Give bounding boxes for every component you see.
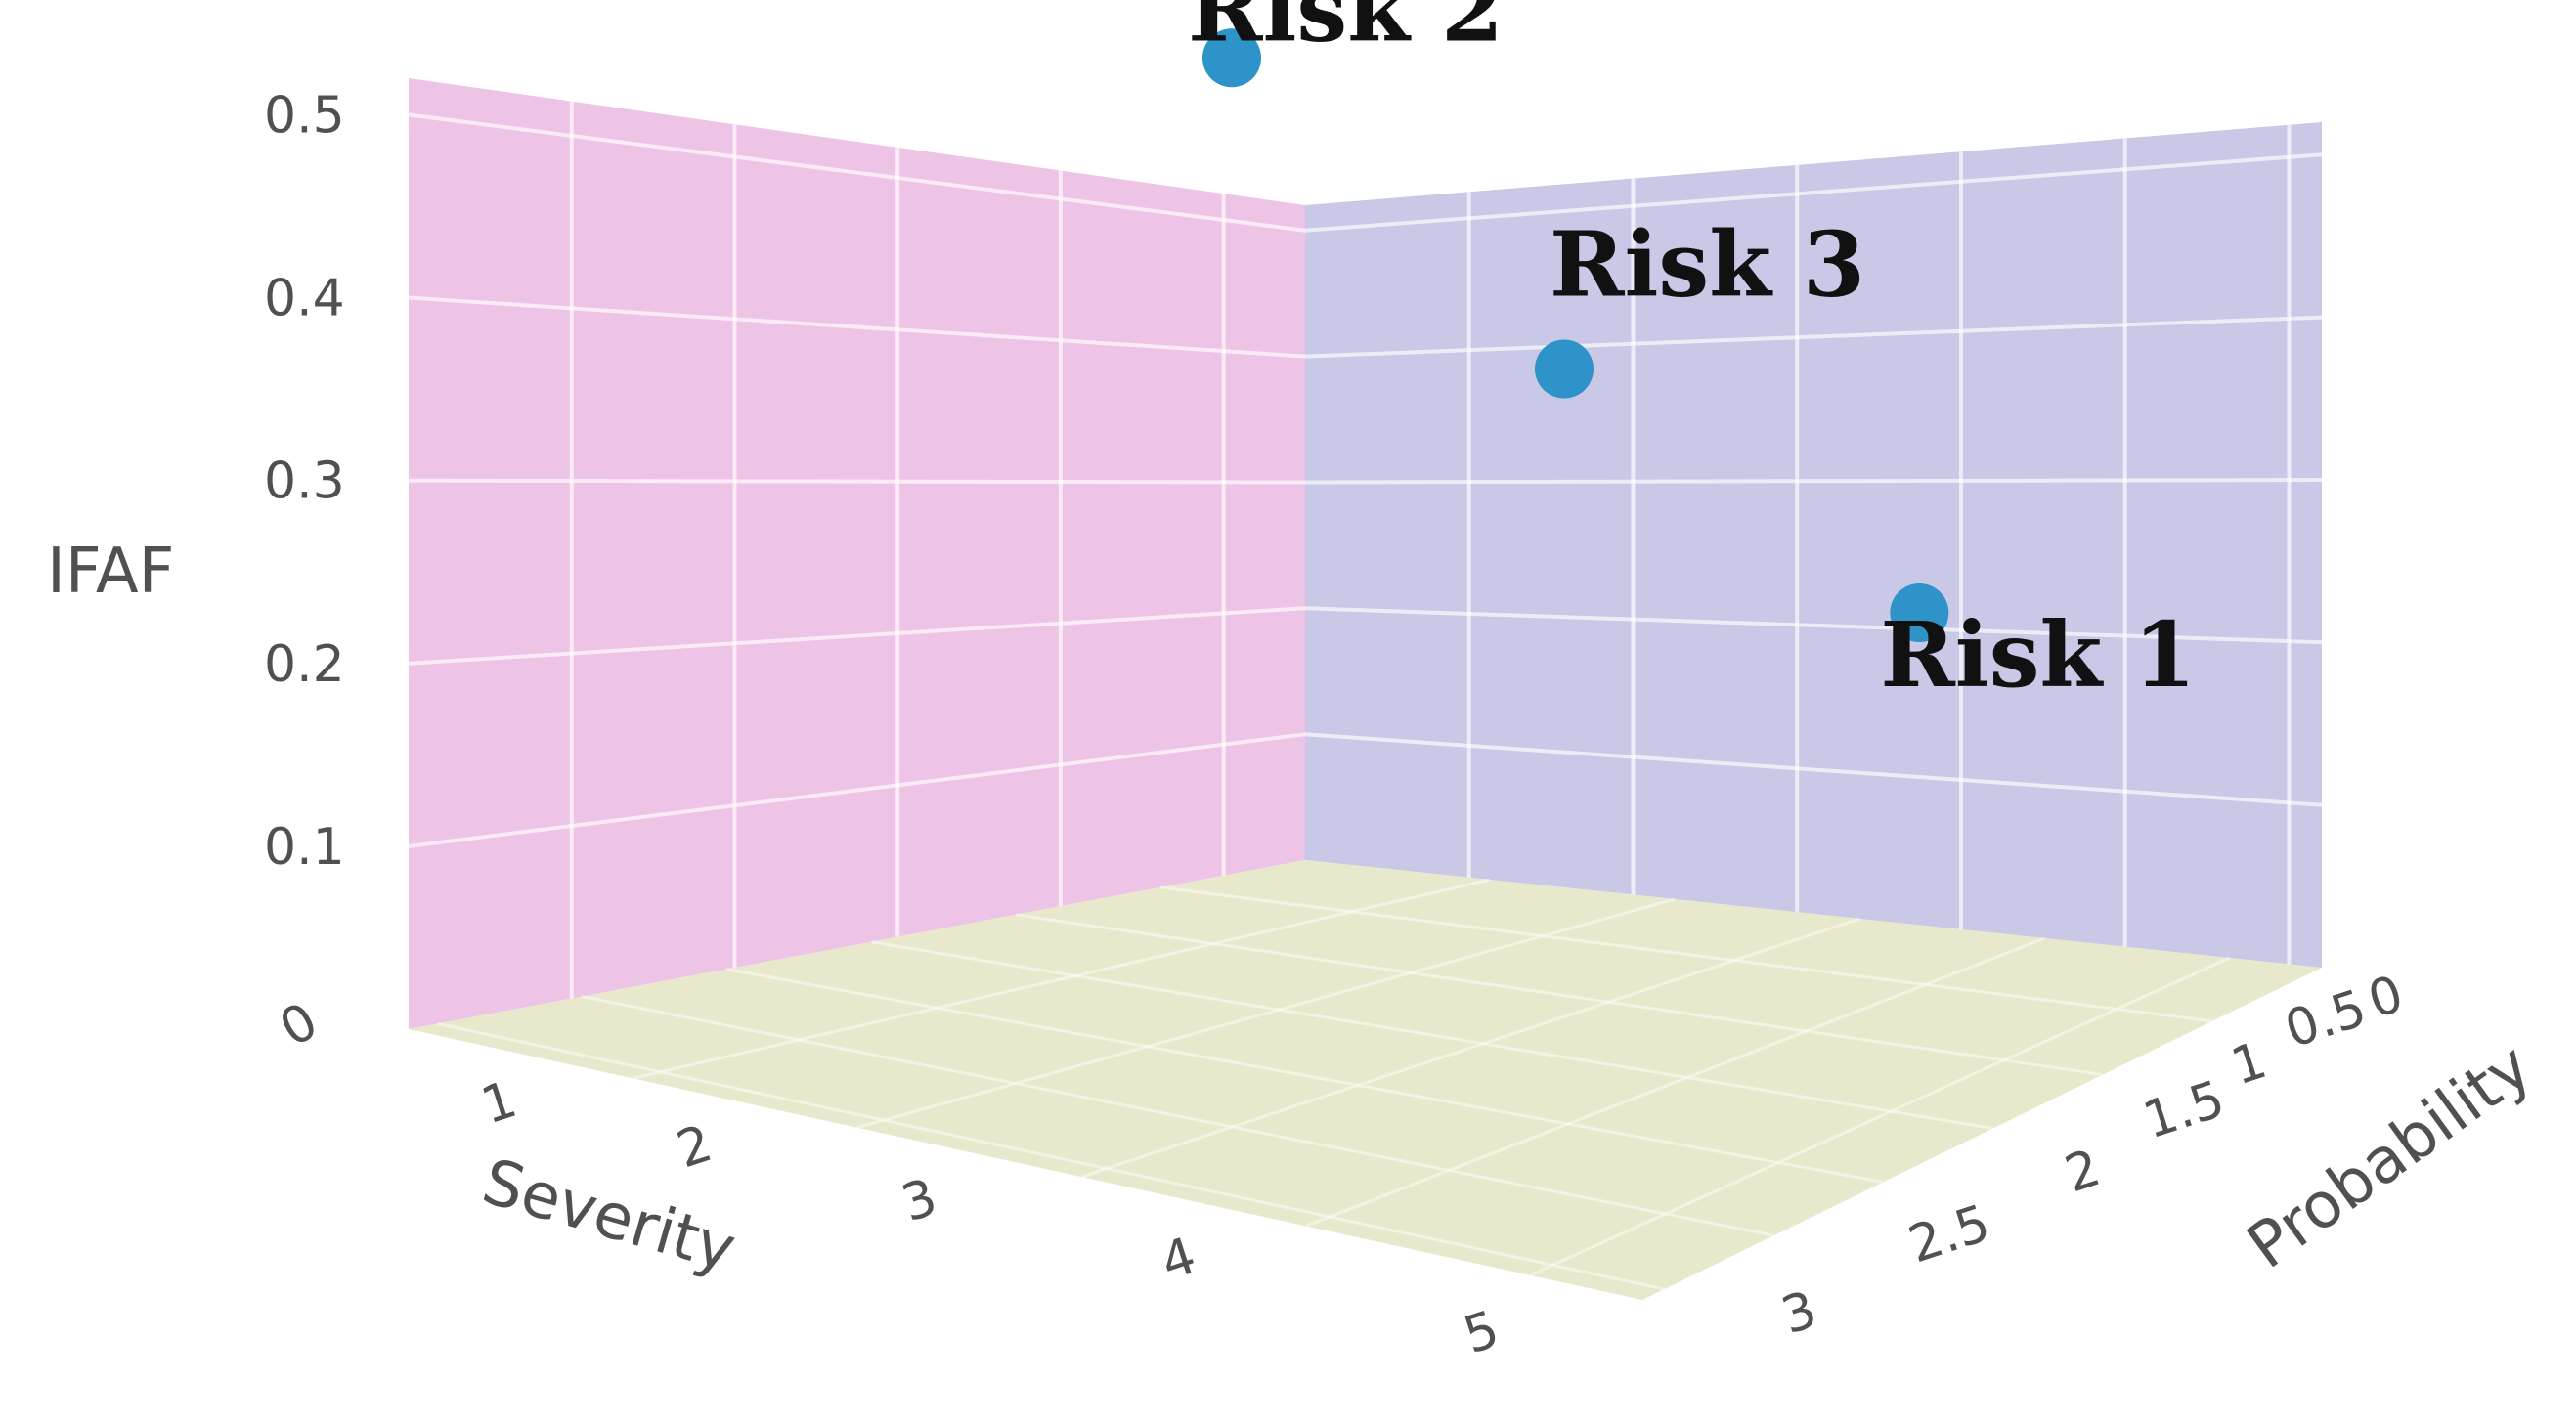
floor-gridline: [633, 878, 1491, 1080]
data-point-label: Risk 1: [1880, 602, 2196, 708]
ifaf-gridline: [408, 732, 2323, 848]
floor-gridline: [437, 1021, 1665, 1291]
floor-gridline: [1305, 936, 2045, 1228]
floor-gridline: [1159, 885, 2213, 1023]
data-point-1: [1890, 583, 1949, 642]
ifaf-tick-label: 0.3: [264, 453, 345, 511]
ifaf-gridline: [408, 606, 2323, 666]
floor-gridline: [871, 940, 1993, 1130]
data-points: Risk 1 Risk 2 Risk 3: [1188, 0, 2196, 708]
data-point-label: Risk 2: [1188, 0, 1504, 62]
ifaf-tick-label: 0: [271, 992, 328, 1059]
data-point-3: [1535, 339, 1594, 399]
ifaf-axis-ticks: 0 0.1 0.2 0.3 0.4 0.5: [264, 86, 345, 1058]
floor-gridline: [726, 968, 1884, 1184]
left-wall-severity-ifaf: [409, 78, 1305, 1029]
probability-tick-label: 0.5: [2278, 979, 2373, 1060]
ifaf-tick-label: 0.4: [264, 270, 345, 328]
probability-tick-label: 3: [1774, 1280, 1823, 1346]
floor-gridline: [1080, 917, 1860, 1179]
probability-tick-label: 2: [2058, 1139, 2107, 1204]
data-point-2: [1202, 28, 1261, 88]
severity-tick-label: 4: [1154, 1227, 1202, 1292]
ifaf-gridline: [408, 295, 2323, 359]
severity-tick-label: 3: [895, 1168, 943, 1233]
ifaf-gridline: [408, 112, 2323, 233]
gridlines: [408, 101, 2323, 1291]
probability-tick-label: 0: [2361, 965, 2410, 1030]
floor-gridline: [582, 995, 1774, 1237]
ifaf-tick-label: 0.1: [264, 818, 345, 877]
floor-severity-probability: [409, 860, 2322, 1300]
severity-tick-label: 2: [670, 1114, 719, 1180]
ifaf-tick-label: 0.5: [264, 86, 345, 145]
floor-gridline: [856, 897, 1676, 1130]
probability-tick-label: 2.5: [1901, 1194, 1996, 1275]
floor-gridline: [1529, 956, 2231, 1277]
floor-gridline: [1015, 913, 2104, 1077]
ifaf-gridline: [408, 478, 2323, 485]
data-point-label: Risk 3: [1550, 212, 1865, 318]
probability-axis-title: Probability: [2235, 1030, 2545, 1283]
right-wall-probability-ifaf: [1305, 122, 2322, 968]
probability-axis-ticks: 00.511.5 2 2.5 3: [1774, 965, 2410, 1346]
ifaf-axis-title: IFAF: [47, 536, 174, 608]
chart-walls: [409, 78, 2322, 1300]
severity-tick-label: 1: [474, 1070, 523, 1136]
ifaf-tick-label: 0.2: [264, 635, 345, 694]
probability-tick-label: 1: [2224, 1031, 2273, 1097]
severity-tick-label: 5: [1457, 1300, 1506, 1365]
probability-tick-label: 1.5: [2136, 1070, 2231, 1151]
